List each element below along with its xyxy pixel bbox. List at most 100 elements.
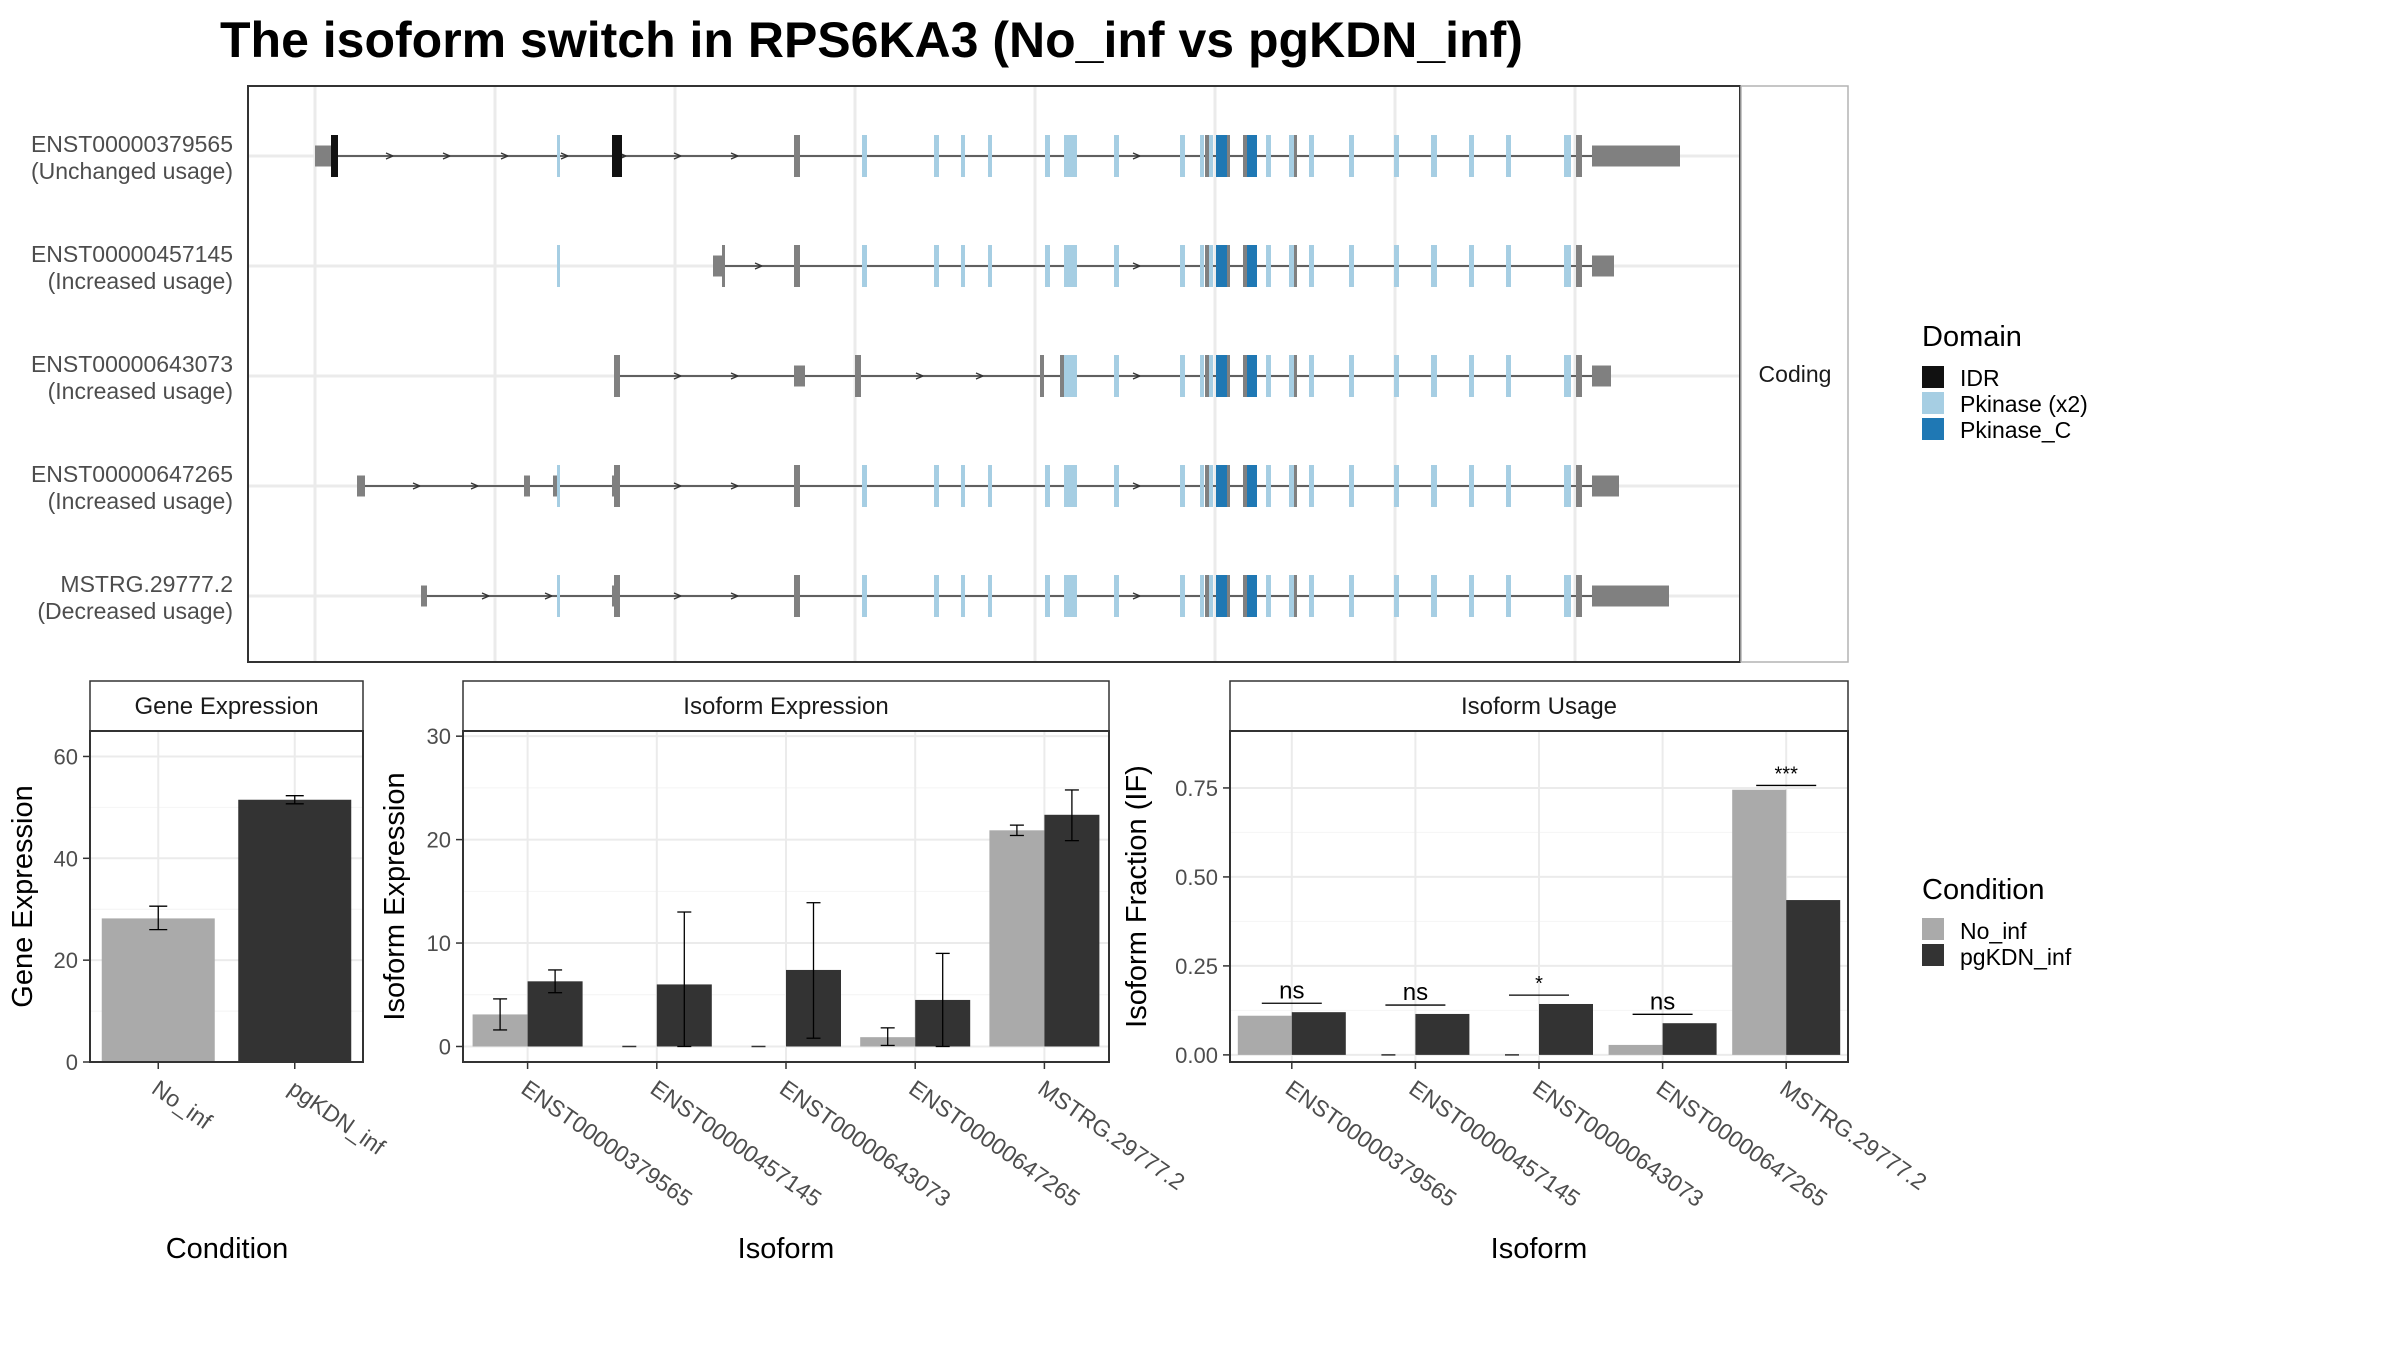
- strand-arrow: [1132, 152, 1142, 160]
- pkinase-domain-exon: [1564, 465, 1571, 507]
- strand-arrow: [544, 592, 554, 600]
- pkinase-domain-exon: [1114, 245, 1119, 287]
- transcript-usage-label: (Increased usage): [48, 268, 233, 294]
- utr-exon: [1592, 475, 1619, 497]
- y-axis-title: Isoform Expression: [379, 772, 411, 1020]
- y-tick-label: 0.75: [1175, 776, 1218, 801]
- pkinase-domain-exon: [1309, 135, 1314, 177]
- y-tick-label: 0.50: [1175, 865, 1218, 890]
- exon: [1292, 135, 1297, 177]
- exon: [794, 245, 800, 287]
- pkinase-domain-exon: [961, 465, 965, 507]
- exon: [1227, 465, 1230, 507]
- pkinase-domain-exon: [1564, 355, 1571, 397]
- transcript-name-label: ENST00000379565: [31, 131, 233, 157]
- pkinase-domain-exon: [1114, 575, 1119, 617]
- pkinase-domain-exon: [1289, 575, 1294, 617]
- bar-no_inf: [989, 830, 1045, 1047]
- pkinase-domain-exon: [1349, 245, 1354, 287]
- pkinase-domain-exon: [1394, 245, 1399, 287]
- strand-arrow: [730, 152, 740, 160]
- pkinase-domain-exon: [557, 465, 560, 507]
- strand-arrow: [673, 372, 683, 380]
- bar-no_inf: [101, 918, 215, 1062]
- significance-label: ns: [1650, 988, 1675, 1015]
- pkinase-domain-exon: [1200, 355, 1204, 397]
- pkinase-domain-exon: [1180, 465, 1185, 507]
- bar-pgkdn_inf: [1291, 1012, 1346, 1055]
- pkinase-domain-exon: [1289, 135, 1294, 177]
- y-tick-label: 20: [54, 948, 78, 973]
- pkinase-domain-exon: [1209, 135, 1213, 177]
- pkinase-domain-exon: [1431, 245, 1437, 287]
- utr-exon: [722, 245, 725, 287]
- chart-panel: Gene Expression 0 20 40 60 No_inf pgKDN_inf Con…: [7, 680, 390, 1265]
- strand-arrow: [730, 482, 740, 490]
- legend-label-pkinase: Pkinase (x2): [1960, 391, 2088, 417]
- y-tick-label: 10: [427, 931, 451, 956]
- pkinase-domain-exon: [934, 245, 939, 287]
- pkinase-domain-exon: [1394, 355, 1399, 397]
- pkinase-domain-exon: [934, 135, 939, 177]
- panel-title: Isoform Expression: [683, 693, 888, 720]
- transcript-panel: Coding ENST00000379565(Unchanged usage)E…: [31, 85, 1849, 663]
- legend-swatch-pkinase: [1922, 392, 1944, 414]
- pkinase-domain-exon: [961, 245, 965, 287]
- bar-charts: Gene Expression 0 20 40 60 No_inf pgKDN_inf Con…: [7, 680, 1932, 1265]
- panel-title: Gene Expression: [134, 693, 318, 720]
- exon: [1227, 135, 1230, 177]
- pkinase-domain-exon: [1349, 465, 1354, 507]
- transcript-usage-label: (Increased usage): [48, 488, 233, 514]
- transcript-name-label: ENST00000643073: [31, 351, 233, 377]
- legend-swatch-no-inf: [1922, 918, 1944, 940]
- utr-exon: [1592, 255, 1614, 277]
- pkinase-domain-exon: [1045, 575, 1050, 617]
- transcript-row: [614, 355, 1611, 397]
- pkinase-domain-exon: [934, 465, 939, 507]
- strand-arrow: [915, 372, 925, 380]
- transcript-labels: ENST00000379565(Unchanged usage) ENST0000…: [31, 131, 233, 624]
- pkinase-c-domain-exon: [1216, 465, 1227, 507]
- y-tick-label: 0: [66, 1050, 78, 1075]
- pkinase-domain-exon: [1180, 135, 1185, 177]
- strand-arrow: [754, 262, 764, 270]
- pkinase-domain-exon: [1349, 135, 1354, 177]
- pkinase-domain-exon: [1289, 245, 1294, 287]
- pkinase-domain-exon: [1309, 355, 1314, 397]
- exon: [1227, 355, 1230, 397]
- legend-label-pkinase-c: Pkinase_C: [1960, 417, 2071, 443]
- utr-exon: [794, 365, 805, 387]
- pkinase-domain-exon: [1200, 135, 1204, 177]
- bar-pgkdn_inf: [1415, 1013, 1470, 1055]
- pkinase-domain-exon: [988, 135, 992, 177]
- y-axis-title: Gene Expression: [7, 785, 39, 1007]
- pkinase-domain-exon: [1506, 575, 1511, 617]
- pkinase-c-domain-exon: [1247, 575, 1257, 617]
- pkinase-domain-exon: [1469, 245, 1474, 287]
- transcript-usage-label: (Decreased usage): [37, 598, 233, 624]
- exon: [1205, 575, 1209, 617]
- exon: [614, 465, 620, 507]
- pkinase-domain-exon: [1266, 135, 1271, 177]
- pkinase-domain-exon: [1394, 465, 1399, 507]
- pkinase-domain-exon: [557, 245, 560, 287]
- significance-label: ***: [1775, 763, 1799, 785]
- exon: [1292, 245, 1297, 287]
- strand-arrow: [412, 482, 422, 490]
- pkinase-domain-exon: [1309, 575, 1314, 617]
- pkinase-domain-exon: [862, 575, 867, 617]
- utr-exon: [1060, 355, 1064, 397]
- exon: [1243, 575, 1247, 617]
- y-tick-label: 20: [427, 828, 451, 853]
- pkinase-domain-exon: [862, 135, 867, 177]
- pkinase-domain-exon: [1349, 575, 1354, 617]
- strand-arrow: [470, 482, 480, 490]
- exon: [1205, 465, 1209, 507]
- pkinase-domain-exon: [1469, 575, 1474, 617]
- pkinase-domain-exon: [1506, 245, 1511, 287]
- transcript-panel-border: [247, 85, 1741, 663]
- pkinase-domain-exon: [988, 465, 992, 507]
- exon: [1205, 245, 1209, 287]
- pkinase-c-domain-exon: [1247, 135, 1257, 177]
